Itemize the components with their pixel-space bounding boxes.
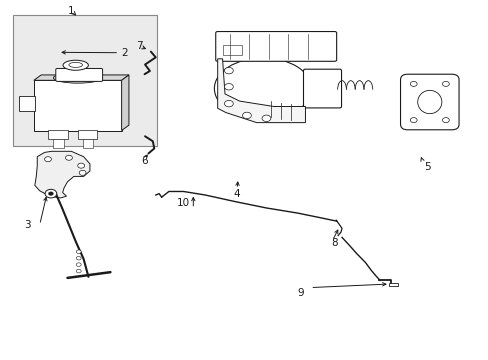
- Circle shape: [76, 250, 81, 253]
- Text: 1: 1: [68, 6, 75, 16]
- Polygon shape: [34, 80, 122, 131]
- Text: 9: 9: [297, 288, 303, 298]
- Bar: [48, 130, 68, 139]
- Circle shape: [76, 263, 81, 266]
- Circle shape: [78, 163, 84, 168]
- Circle shape: [76, 256, 81, 260]
- Text: 7: 7: [136, 41, 142, 50]
- Bar: [78, 130, 97, 139]
- Text: 2: 2: [122, 48, 128, 58]
- Polygon shape: [34, 75, 129, 80]
- Bar: [388, 283, 397, 286]
- FancyBboxPatch shape: [215, 32, 336, 61]
- Ellipse shape: [214, 58, 311, 119]
- Circle shape: [48, 192, 53, 195]
- Circle shape: [45, 189, 57, 198]
- Polygon shape: [217, 59, 305, 123]
- Bar: [82, 139, 93, 148]
- Circle shape: [242, 112, 251, 119]
- Polygon shape: [122, 75, 129, 131]
- Circle shape: [224, 100, 233, 107]
- Text: 4: 4: [233, 189, 240, 199]
- FancyBboxPatch shape: [56, 68, 102, 81]
- Circle shape: [262, 115, 270, 122]
- Polygon shape: [35, 151, 90, 198]
- Ellipse shape: [63, 60, 88, 70]
- Text: 6: 6: [141, 156, 147, 166]
- Ellipse shape: [53, 72, 102, 83]
- Text: 10: 10: [177, 198, 190, 208]
- Bar: [53, 139, 64, 148]
- Text: 3: 3: [24, 220, 31, 230]
- Circle shape: [79, 170, 86, 175]
- Circle shape: [65, 155, 72, 160]
- Bar: [222, 45, 242, 55]
- Circle shape: [44, 157, 51, 162]
- Bar: [19, 96, 35, 111]
- Circle shape: [76, 269, 81, 273]
- Circle shape: [224, 84, 233, 90]
- Ellipse shape: [69, 62, 82, 67]
- Bar: [13, 15, 157, 146]
- FancyBboxPatch shape: [400, 74, 458, 130]
- Text: 5: 5: [423, 162, 430, 172]
- Circle shape: [224, 67, 233, 74]
- FancyBboxPatch shape: [303, 69, 341, 108]
- Text: 8: 8: [331, 238, 337, 248]
